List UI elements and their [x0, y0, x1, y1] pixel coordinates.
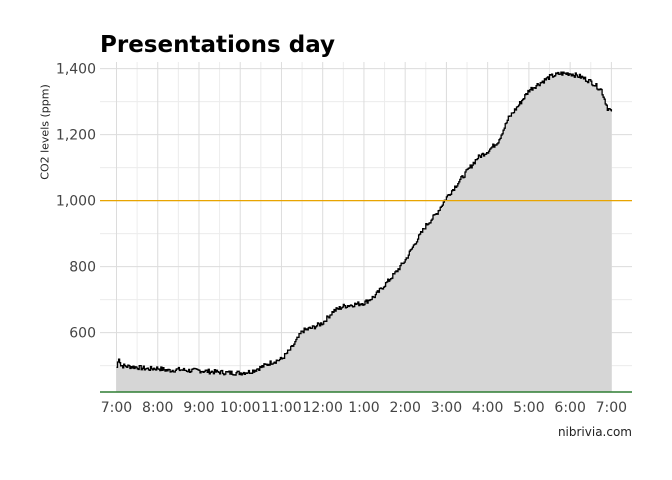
- y-tick-label: 1,000: [56, 194, 96, 210]
- x-tick-label: 9:00: [183, 400, 214, 416]
- x-tick-label: 7:00: [101, 400, 132, 416]
- co2-series-line: [116, 71, 613, 376]
- chart-title: Presentations day: [100, 32, 335, 58]
- x-tick-label: 1:00: [348, 400, 379, 416]
- x-tick-label: 3:00: [431, 400, 462, 416]
- x-tick-label: 5:00: [513, 400, 544, 416]
- co2-area-fill: [116, 72, 612, 392]
- y-tick-label: 1,400: [56, 62, 96, 78]
- x-tick-labels: 7:00 8:00 9:00 10:00 11:00 12:00 1:00 2:00 3:00 4…: [101, 400, 627, 416]
- x-tick-label: 6:00: [554, 400, 585, 416]
- x-tick-label: 8:00: [142, 400, 173, 416]
- y-tick-label: 600: [69, 326, 96, 342]
- x-tick-label: 7:00: [596, 400, 627, 416]
- y-tick-label: 800: [69, 260, 96, 276]
- x-tick-label: 12:00: [303, 400, 343, 416]
- source-credit: nibrivia.com: [557, 425, 632, 439]
- x-tick-label: 2:00: [389, 400, 420, 416]
- y-tick-label: 1,200: [56, 128, 96, 144]
- x-tick-label: 4:00: [472, 400, 503, 416]
- x-tick-label: 10:00: [220, 400, 260, 416]
- y-tick-labels: 600 800 1,000 1,200 1,400: [56, 62, 96, 342]
- x-tick-label: 11:00: [261, 400, 301, 416]
